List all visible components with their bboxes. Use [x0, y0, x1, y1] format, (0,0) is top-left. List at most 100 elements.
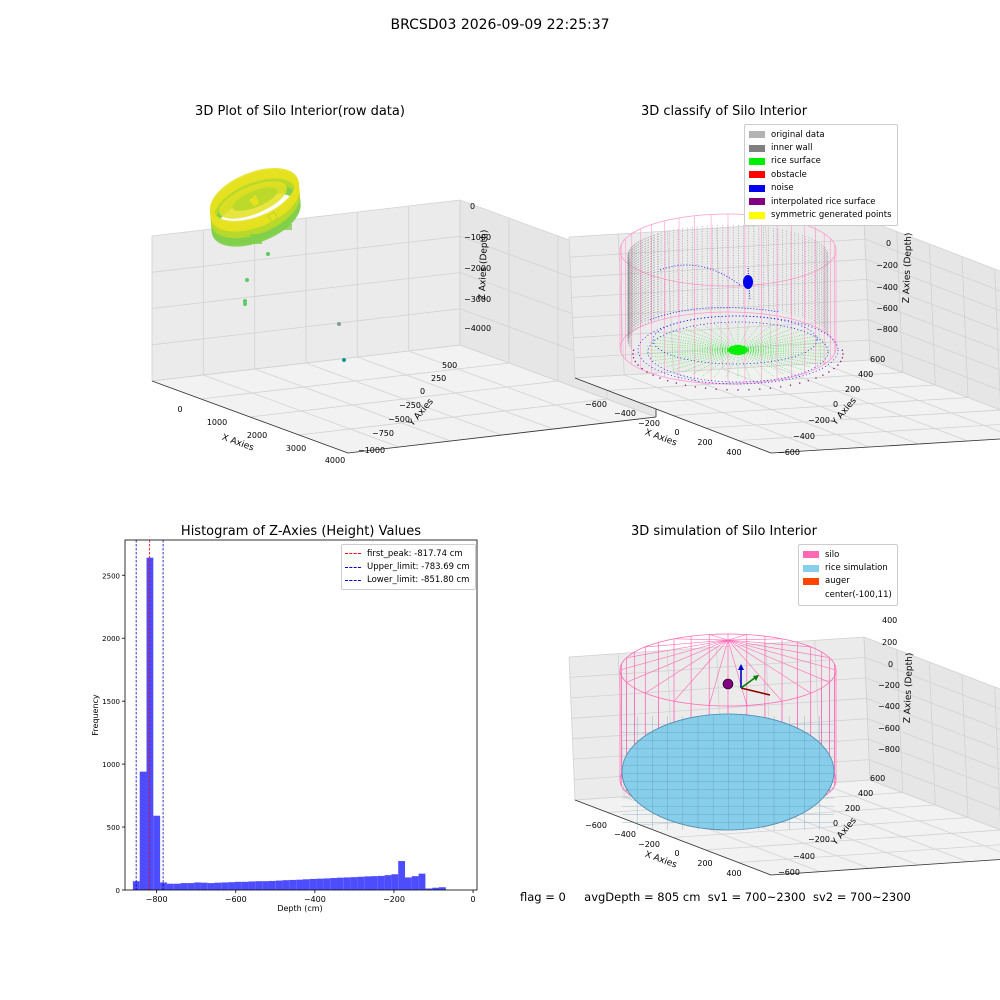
legend-swatch — [803, 591, 819, 598]
x-tick-label: −200 — [383, 895, 405, 904]
silo-roof-wire — [708, 639, 729, 706]
x-axis-line — [151, 380, 349, 454]
legend-swatch — [803, 551, 819, 559]
interpolated-point — [632, 353, 634, 355]
interpolated-point — [652, 374, 654, 376]
panel3-y-label: Frequency — [91, 694, 100, 736]
legend-item-rice-surface: rice surface — [749, 155, 892, 168]
legend-line — [345, 579, 361, 581]
histogram-bar — [418, 873, 426, 890]
rice-surface-line — [691, 349, 739, 375]
silo-roof-wire — [727, 639, 811, 694]
histogram-bar — [411, 876, 419, 890]
silo-roof-wire — [645, 639, 729, 694]
data-point — [266, 252, 270, 256]
legend-item-noise: noise — [749, 182, 892, 195]
rice-surface-line — [737, 327, 795, 351]
histogram-bar — [282, 880, 290, 890]
flag-text: flag = 0 — [520, 890, 566, 904]
silo-roof-wire — [673, 639, 729, 702]
histogram-bar — [377, 875, 385, 890]
y-axis-line — [770, 438, 1000, 454]
floor-pane — [575, 360, 1000, 453]
grid-line — [572, 299, 1000, 351]
histogram-bar — [343, 877, 351, 890]
histogram-bar — [309, 878, 317, 890]
rice-surface-center — [728, 345, 748, 355]
interpolated-point — [659, 377, 661, 379]
silo-roof-wire — [727, 639, 783, 702]
legend-item-symmetric: symmetric generated points — [749, 208, 892, 221]
interpolated-point — [641, 367, 643, 370]
interpolated-point — [840, 360, 842, 363]
rice-simulation-surface — [621, 713, 835, 831]
rice-surface-line — [737, 349, 795, 373]
histogram-bar — [296, 879, 303, 890]
data-point — [243, 299, 247, 303]
interpolated-point — [684, 384, 687, 386]
histogram-bar — [139, 771, 147, 890]
noise-cluster — [747, 267, 751, 301]
interpolated-point — [769, 387, 772, 389]
panel2-title: 3D classify of Silo Interior — [640, 104, 808, 119]
interpolated-point — [634, 360, 636, 363]
histogram-bar — [384, 875, 392, 890]
sv1-text: sv1 = 700~2300 — [707, 890, 806, 904]
silo-roof-wire — [727, 639, 830, 683]
rice-surface-line — [681, 327, 739, 351]
rice-surface-line — [737, 349, 824, 361]
histogram-bar — [289, 879, 297, 890]
grid-line — [570, 677, 1000, 730]
silo-roof-wire — [727, 639, 811, 648]
y-tick-label: 500 — [107, 824, 120, 832]
rice-surface-line — [737, 325, 785, 351]
histogram-bar — [425, 888, 433, 890]
rice-surface-line — [658, 335, 739, 351]
legend-swatch — [749, 144, 765, 152]
interpolated-point — [704, 387, 707, 389]
histogram-bar — [398, 861, 406, 890]
data-ring — [209, 167, 299, 225]
axis-arrow-x — [740, 687, 771, 696]
rice-surface-line — [652, 349, 739, 361]
panel2-legend: original data inner wall rice surface ob… — [744, 124, 898, 226]
rice-surface-line — [737, 339, 824, 351]
interpolated-point — [807, 380, 809, 382]
interpolated-point — [842, 353, 844, 355]
interpolated-point — [833, 367, 835, 370]
data-cluster — [250, 234, 262, 244]
legend-item-silo: silo — [803, 548, 892, 561]
legend-swatch — [749, 171, 765, 179]
axis-arrow-y — [740, 676, 757, 689]
legend-item-lower-limit: Lower_limit: -851.80 cm — [345, 574, 470, 587]
histogram-bar — [146, 557, 154, 890]
interpolated-point — [837, 364, 839, 366]
rice-surface-line — [652, 339, 739, 351]
panel1-data-points — [209, 167, 346, 362]
grid-line — [569, 238, 1000, 292]
histogram-bar — [207, 883, 215, 890]
interpolated-point — [675, 382, 677, 384]
legend-swatch — [749, 157, 765, 165]
histogram-bar — [405, 877, 412, 890]
status-footer: flag = 0 avgDepth = 805 cm sv1 = 700~230… — [520, 890, 911, 904]
panel1-title: 3D Plot of Silo Interior(row data) — [195, 104, 405, 119]
interpolated-point — [841, 349, 844, 351]
panel3-title: Histogram of Z-Axies (Height) Values — [180, 524, 422, 539]
silo-roof-wire — [673, 638, 729, 641]
data-cluster — [267, 211, 279, 223]
histogram-bar — [180, 883, 188, 890]
histogram-bar — [316, 878, 324, 890]
interpolated-point — [789, 384, 792, 386]
noise-cluster — [743, 275, 753, 289]
rice-surface-line — [737, 349, 830, 354]
rice-surface-line — [737, 335, 818, 351]
interpolated-point — [646, 371, 648, 373]
data-cluster — [247, 193, 261, 208]
silo-bottom-ring — [619, 311, 837, 385]
histogram-bar — [221, 882, 229, 890]
silo-top-ring — [619, 633, 837, 707]
histogram-bar — [194, 882, 201, 890]
histogram-bars — [132, 557, 446, 890]
